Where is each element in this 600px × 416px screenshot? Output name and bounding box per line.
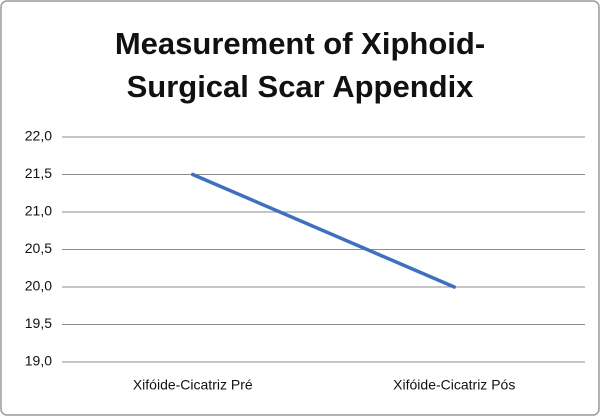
x-tick-label: Xifóide-Cicatriz Pós bbox=[393, 377, 515, 393]
y-tick-label: 20,0 bbox=[25, 278, 52, 294]
y-tick-label: 21,5 bbox=[25, 165, 52, 181]
chart-title: Surgical Scar Appendix bbox=[127, 69, 475, 104]
y-tick-label: 20,5 bbox=[25, 240, 52, 256]
chart-title: Measurement of Xiphoid- bbox=[115, 26, 485, 61]
x-tick-label: Xifóide-Cicatriz Pré bbox=[133, 377, 253, 393]
y-tick-label: 21,0 bbox=[25, 203, 52, 219]
y-tick-label: 22,0 bbox=[25, 128, 52, 144]
y-tick-label: 19,5 bbox=[25, 315, 52, 331]
data-line bbox=[191, 172, 456, 289]
y-tick-label: 19,0 bbox=[25, 353, 52, 369]
